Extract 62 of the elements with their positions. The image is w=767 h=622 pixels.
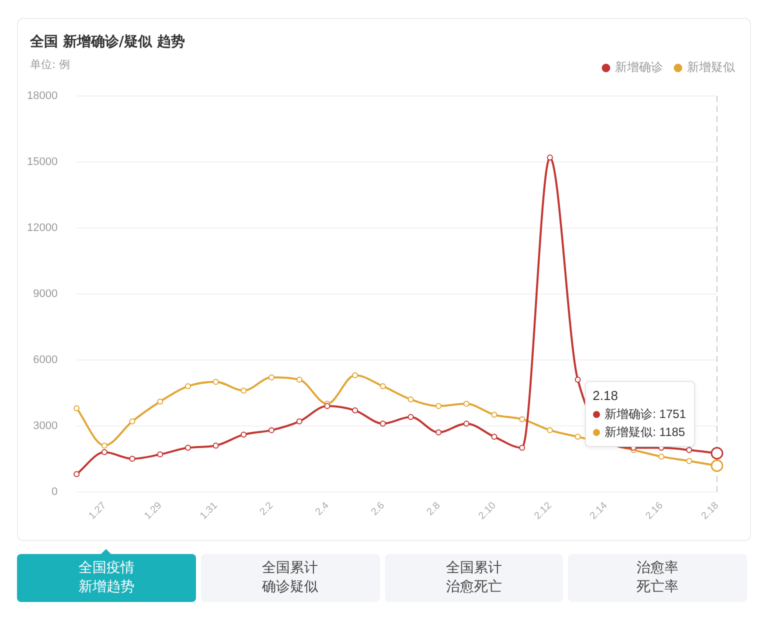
point	[408, 414, 414, 420]
x-tick-label: 2.6	[369, 500, 388, 518]
point	[686, 458, 692, 464]
point	[212, 442, 219, 449]
point	[491, 412, 498, 418]
point	[212, 378, 219, 385]
point	[324, 403, 330, 410]
point	[240, 388, 247, 394]
x-tick-label: 2.2	[258, 500, 276, 518]
x-tick-label: 2.8	[425, 500, 443, 518]
point	[296, 376, 302, 383]
point	[129, 418, 136, 424]
point	[268, 427, 274, 434]
tab[interactable]: 全国累计确诊疑似	[200, 554, 380, 602]
y-tick-label: 15000	[26, 156, 58, 168]
point	[74, 405, 80, 412]
point	[352, 372, 358, 378]
point	[380, 420, 386, 427]
annotation: 新增疑似: 1185	[604, 425, 686, 440]
point	[658, 454, 664, 460]
y-tick-label: 12000	[26, 222, 58, 234]
legend-label: 新增确诊	[615, 60, 663, 74]
point	[519, 416, 526, 422]
chart-subtitle: 单位: 例	[30, 57, 70, 72]
point	[463, 400, 470, 407]
point	[157, 398, 164, 405]
point	[296, 418, 302, 424]
point	[686, 446, 692, 453]
point	[546, 154, 553, 161]
point	[491, 434, 498, 440]
x-tick-label: 1.31	[198, 500, 220, 522]
point	[184, 444, 191, 451]
y-tick-label: 9000	[33, 288, 58, 300]
y-tick-label: 18000	[26, 90, 58, 102]
point	[463, 420, 470, 427]
point	[436, 429, 442, 436]
point	[574, 434, 581, 440]
point	[436, 403, 442, 410]
point	[240, 432, 247, 438]
legend-label: 新增疑似	[687, 60, 735, 74]
point	[546, 427, 553, 434]
x-tick-label: 2.4	[314, 500, 332, 518]
point	[519, 444, 526, 451]
y-tick-label: 6000	[33, 354, 58, 366]
point	[74, 471, 80, 478]
point	[268, 374, 274, 380]
chart-title: 全国 新增确诊/疑似 趋势	[30, 33, 185, 51]
point	[101, 449, 108, 456]
tooltip: 2.18 新增确诊: 1751 新增疑似: 1185	[584, 381, 695, 448]
annotation: 新增确诊: 1751	[604, 407, 686, 422]
point	[101, 442, 108, 449]
point	[408, 396, 414, 402]
y-tick-label: 3000	[33, 420, 58, 432]
point	[184, 383, 191, 390]
y-tick-label: 0	[51, 486, 58, 498]
point	[157, 451, 164, 458]
point	[574, 376, 581, 383]
point	[352, 407, 358, 414]
point	[380, 383, 386, 390]
tab[interactable]: 全国累计治愈死亡	[384, 554, 564, 602]
tab[interactable]: 治愈率死亡率	[568, 554, 747, 602]
point	[129, 456, 136, 462]
